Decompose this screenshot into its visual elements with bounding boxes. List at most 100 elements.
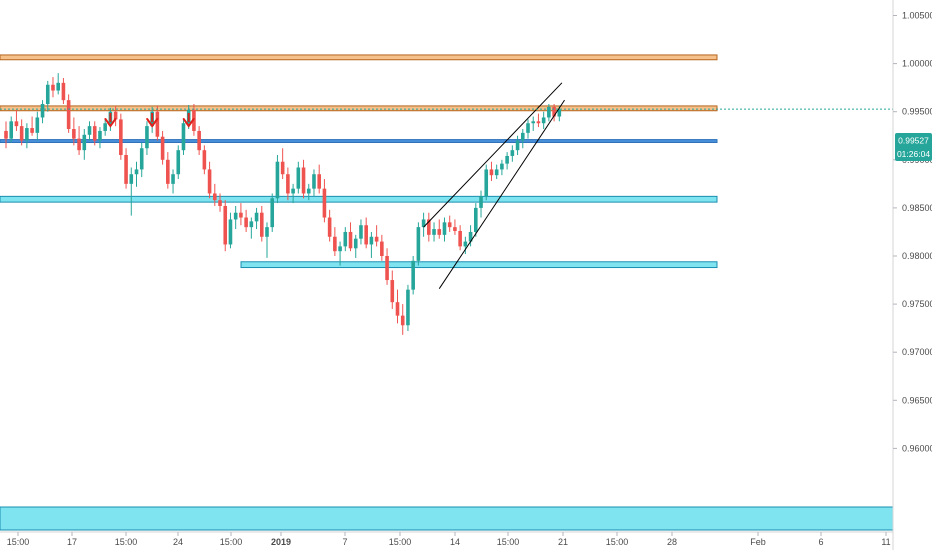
signal-arrows	[104, 113, 195, 128]
candle-body	[442, 222, 447, 235]
candle-body	[291, 188, 295, 194]
candle-body	[479, 196, 483, 208]
zone-resistance-upper[interactable]	[0, 54, 718, 61]
candle-body	[484, 169, 489, 197]
candle-body	[113, 111, 118, 120]
candle-body	[286, 174, 290, 194]
candle-body	[171, 174, 175, 184]
candle-body	[119, 119, 123, 155]
candle-body	[374, 236, 379, 242]
candle-body	[395, 302, 400, 316]
candle-body	[77, 138, 81, 151]
bar-countdown: 01:26:04	[897, 149, 930, 159]
zone-bottom-zone[interactable]	[0, 506, 894, 531]
candle-body	[30, 128, 34, 133]
candle-body	[385, 256, 389, 281]
current-price-value: 0.99527	[898, 136, 929, 146]
price-tick-label: 0.96000	[902, 443, 932, 453]
time-tick-label: 15:00	[389, 537, 412, 547]
candle-body	[437, 229, 442, 235]
time-tick-label: Feb	[750, 537, 766, 547]
time-tick-label: 6	[818, 537, 823, 547]
candle-body	[353, 238, 358, 249]
candle-body	[145, 126, 149, 149]
time-tick-label: 21	[558, 537, 568, 547]
trendline-wedge-upper[interactable]	[423, 82, 563, 228]
candle-body	[552, 106, 556, 117]
candle-body	[515, 140, 520, 151]
trendline-wedge-lower[interactable]	[438, 99, 565, 289]
candle-body	[333, 236, 337, 252]
candle-body	[218, 200, 222, 206]
candle-body	[359, 225, 363, 239]
candle-body	[301, 167, 306, 194]
candle-body	[275, 161, 280, 199]
candle-body	[474, 207, 478, 232]
time-axis[interactable]: 15:00 17 15:00 24 15:00 2019 7 15:00 14 15:00 21 15…	[7, 532, 891, 547]
down-arrow-icon	[182, 118, 195, 128]
down-arrow-icon	[146, 118, 159, 128]
candle-body	[259, 212, 264, 237]
candle-body	[207, 169, 212, 194]
candle-body	[458, 230, 462, 247]
candle-body	[66, 100, 71, 130]
candle-body	[228, 219, 233, 245]
candle-body	[56, 82, 60, 91]
price-tick-label: 0.99500	[902, 107, 932, 117]
candle-body	[427, 219, 431, 235]
candle-body	[453, 227, 457, 231]
candle-body	[447, 222, 452, 228]
candle-body	[139, 148, 144, 170]
candle-body	[416, 227, 421, 261]
candle-body	[197, 130, 201, 151]
candle-body	[223, 205, 228, 245]
zone-support-line[interactable]	[0, 139, 718, 143]
candle-body	[103, 123, 107, 131]
time-tick-label: 28	[667, 537, 677, 547]
time-tick-label: 7	[342, 537, 347, 547]
zone-resistance-current[interactable]	[0, 105, 718, 112]
zone-support-zone-1[interactable]	[0, 195, 718, 203]
time-tick-label: 14	[450, 537, 460, 547]
candle-body	[317, 174, 321, 189]
candle-body	[176, 150, 181, 175]
candle-body	[166, 159, 170, 184]
candle-body	[239, 212, 243, 218]
candle-body	[9, 121, 14, 139]
down-arrow-icon	[104, 118, 117, 128]
candle-body	[244, 217, 248, 228]
candle-body	[432, 229, 436, 235]
candle-body	[312, 174, 316, 189]
candle-body	[249, 221, 254, 228]
price-tick-label: 0.97000	[902, 347, 932, 357]
candle-body	[468, 231, 473, 242]
candle-body	[421, 219, 426, 228]
time-tick-label: 11	[881, 537, 890, 547]
candle-body	[327, 217, 332, 237]
candles	[4, 73, 562, 335]
trendlines	[423, 82, 565, 289]
candle-body	[98, 130, 102, 141]
candle-body	[40, 104, 45, 118]
candle-body	[51, 84, 55, 91]
candle-body	[202, 150, 207, 170]
price-tick-label: 1.00000	[902, 59, 932, 69]
candle-body	[87, 126, 92, 135]
candle-body	[181, 123, 186, 151]
candle-body	[265, 227, 269, 237]
candle-body	[536, 121, 541, 124]
candle-body	[343, 231, 348, 247]
candle-body	[494, 169, 499, 176]
candle-body	[348, 231, 353, 249]
candle-body	[25, 128, 29, 141]
time-tick-label: 24	[173, 537, 183, 547]
candle-body	[364, 225, 368, 245]
price-tick-label: 0.96500	[902, 395, 932, 405]
zone-support-zone-2[interactable]	[240, 261, 718, 269]
candle-body	[510, 150, 515, 156]
candle-body	[155, 111, 160, 137]
candle-body	[322, 188, 327, 218]
